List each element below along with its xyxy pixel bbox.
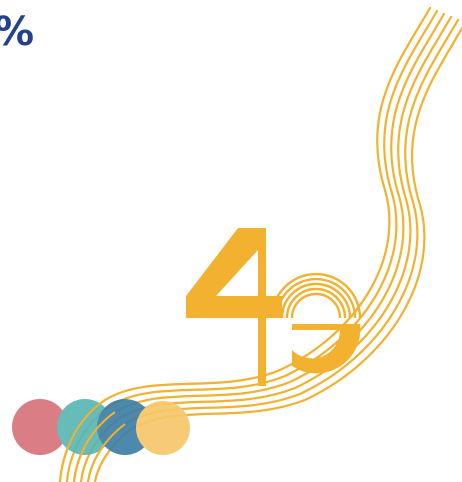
dot-blue: [97, 399, 153, 455]
digit-zero-bottom: [292, 324, 361, 374]
colored-dots: [12, 399, 190, 455]
percent-heading: %: [0, 12, 34, 52]
digit-zero-arcs: [270, 272, 362, 319]
anniversary-40-logo: [186, 228, 362, 386]
digit-four-shape: [186, 228, 282, 386]
dot-yellow: [136, 401, 190, 455]
dot-red: [12, 399, 68, 455]
ribbon-overlay: [59, 399, 126, 482]
